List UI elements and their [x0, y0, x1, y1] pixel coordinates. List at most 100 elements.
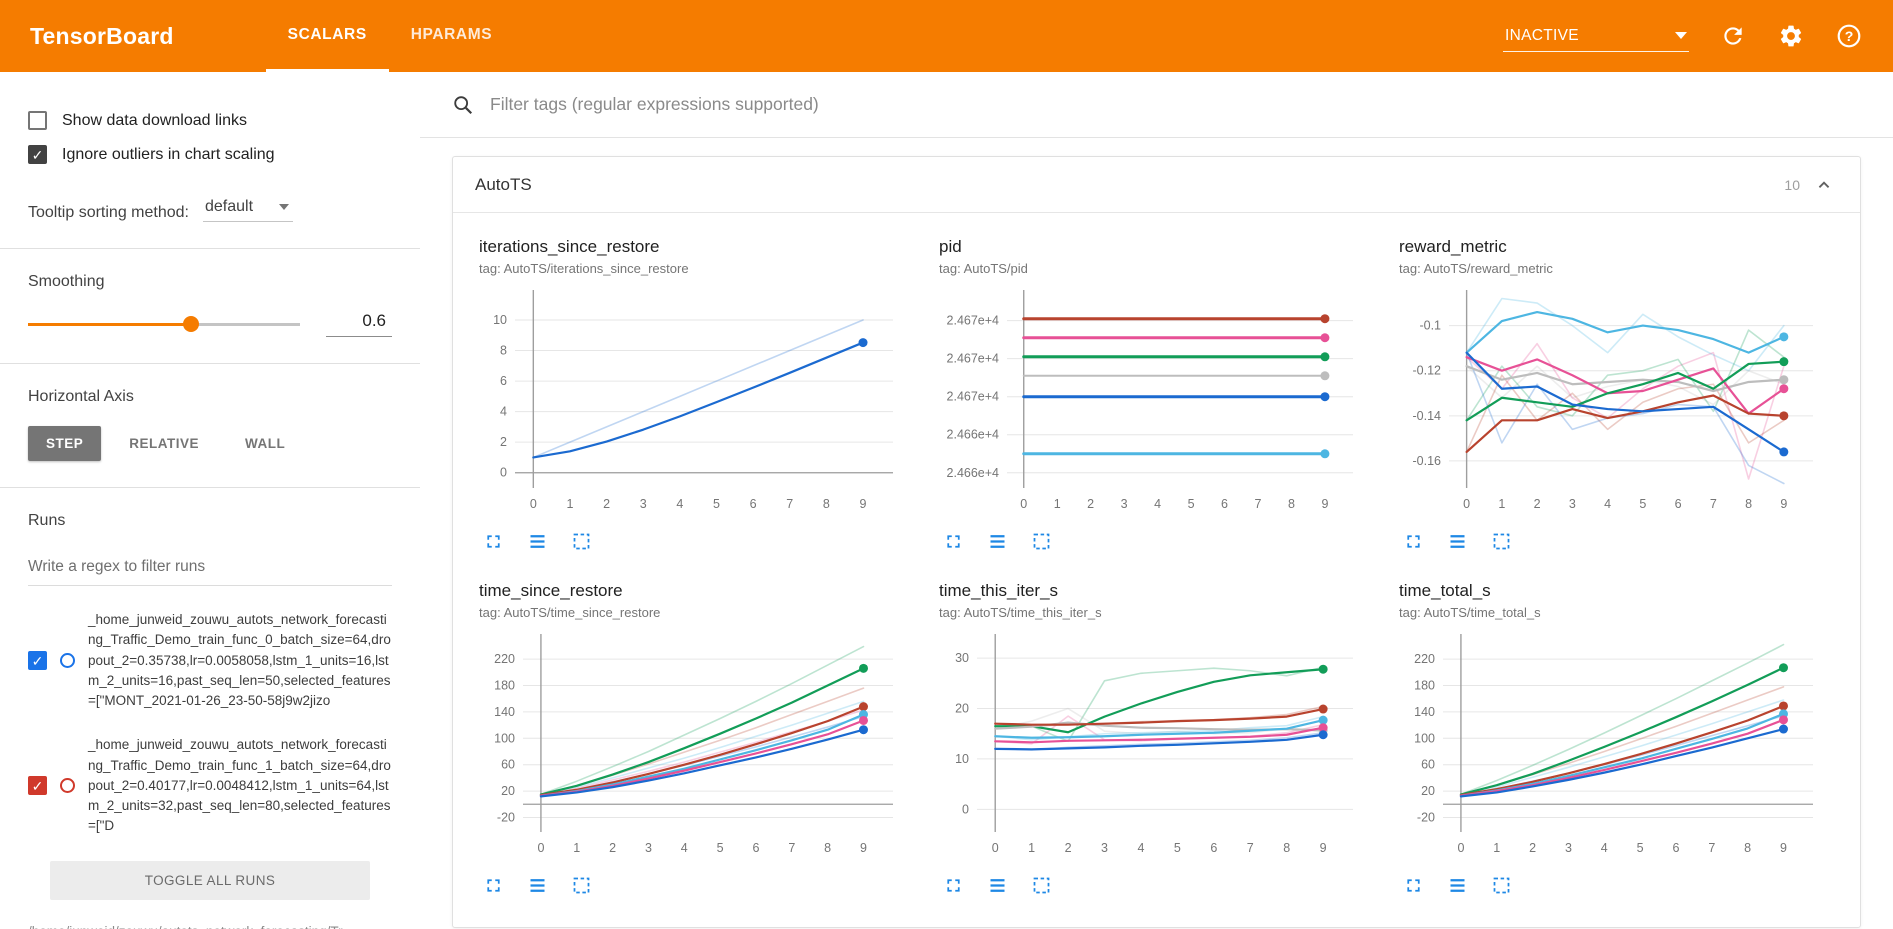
chart-toolbar: [479, 529, 899, 553]
fit-domain-icon: [573, 877, 589, 893]
svg-text:2: 2: [1529, 841, 1536, 855]
svg-text:2.467e+4: 2.467e+4: [947, 352, 1000, 366]
divider: [0, 487, 420, 488]
svg-text:7: 7: [788, 841, 795, 855]
chart-card-time_this_iter_s: time_this_iter_s tag: AutoTS/time_this_it…: [939, 581, 1359, 897]
filter-tags-input[interactable]: [490, 94, 1861, 115]
show-download-links-row[interactable]: Show data download links: [28, 111, 392, 130]
fit-domain-icon: [1033, 533, 1049, 549]
tag-group-count: 10: [1784, 176, 1800, 193]
svg-text:0: 0: [500, 466, 507, 480]
svg-text:-20: -20: [497, 810, 515, 824]
tab-hparams[interactable]: HPARAMS: [410, 25, 493, 43]
svg-text:5: 5: [713, 497, 720, 511]
runs-selector-button[interactable]: [525, 873, 549, 897]
svg-text:6: 6: [1221, 497, 1228, 511]
fit-domain-icon: [1493, 533, 1509, 549]
expand-chart-button[interactable]: [941, 873, 965, 897]
tooltip-sorting-select[interactable]: default: [202, 196, 294, 222]
svg-text:100: 100: [494, 731, 515, 745]
run-solo-radio[interactable]: [60, 778, 75, 794]
svg-text:7: 7: [1710, 497, 1717, 511]
chart-canvas[interactable]: 220 180 140 100 60 20 -20 0 1 2 3 4 5 6 7 8 9: [479, 628, 899, 860]
svg-text:4: 4: [500, 405, 507, 419]
svg-text:1: 1: [1028, 841, 1035, 855]
chart-canvas[interactable]: 10 8 6 4 2 0 0 1 2 3 4 5 6 7 8 9: [479, 284, 899, 516]
axis-step-button[interactable]: STEP: [28, 426, 102, 461]
fit-domain-button[interactable]: [1489, 529, 1513, 553]
svg-text:2.466e+4: 2.466e+4: [947, 466, 1000, 480]
run-item-0: _home_junweid_zouwu_autots_network_forec…: [28, 610, 392, 711]
svg-text:3: 3: [1569, 497, 1576, 511]
expand-chart-button[interactable]: [1401, 529, 1425, 553]
runs-selector-button[interactable]: [1445, 873, 1469, 897]
svg-text:-0.12: -0.12: [1413, 364, 1442, 378]
show-download-links-checkbox[interactable]: [28, 111, 47, 130]
expand-chart-button[interactable]: [481, 873, 505, 897]
axis-wall-button[interactable]: WALL: [227, 426, 303, 461]
svg-text:2: 2: [500, 435, 507, 449]
chart-canvas[interactable]: 30 20 10 0 0 1 2 3 4 5 6 7 8 9: [939, 628, 1359, 860]
fit-domain-icon: [1493, 877, 1509, 893]
ignore-outliers-row[interactable]: Ignore outliers in chart scaling: [28, 145, 392, 164]
fit-domain-button[interactable]: [1029, 873, 1053, 897]
expand-chart-button[interactable]: [1401, 873, 1425, 897]
svg-text:7: 7: [1708, 841, 1715, 855]
tag-group-header[interactable]: AutoTS 10: [453, 157, 1860, 213]
svg-text:5: 5: [717, 841, 724, 855]
run-solo-radio[interactable]: [60, 653, 75, 669]
svg-text:140: 140: [494, 705, 515, 719]
fit-domain-button[interactable]: [569, 529, 593, 553]
chart-title: iterations_since_restore: [479, 237, 660, 256]
expand-chart-button[interactable]: [481, 529, 505, 553]
axis-relative-button[interactable]: RELATIVE: [111, 426, 217, 461]
expand-chart-icon: [486, 534, 500, 548]
svg-text:180: 180: [1414, 679, 1435, 693]
svg-text:2.467e+4: 2.467e+4: [947, 390, 1000, 404]
run-checkbox[interactable]: [28, 651, 47, 671]
svg-text:9: 9: [860, 841, 867, 855]
chart-canvas[interactable]: 220 180 140 100 60 20 -20 0 1 2 3 4 5 6 7 8 9: [1399, 628, 1819, 860]
expand-chart-button[interactable]: [941, 529, 965, 553]
tab-scalars[interactable]: SCALARS: [265, 0, 389, 72]
svg-text:8: 8: [1744, 841, 1751, 855]
fit-domain-button[interactable]: [1489, 873, 1513, 897]
chevron-down-icon: [279, 204, 290, 210]
svg-text:2.467e+4: 2.467e+4: [947, 314, 1000, 328]
svg-text:4: 4: [676, 497, 683, 511]
checkbox-label: Show data download links: [62, 111, 248, 129]
toggle-all-runs-button[interactable]: TOGGLE ALL RUNS: [49, 860, 371, 900]
runs-selector-button[interactable]: [985, 873, 1009, 897]
slider-thumb[interactable]: [183, 316, 200, 332]
smoothing-slider[interactable]: [28, 316, 300, 332]
expand-chart-icon: [1406, 878, 1420, 892]
refresh-button[interactable]: [1719, 22, 1747, 50]
svg-text:9: 9: [1780, 497, 1787, 511]
runs-selector-icon: [1450, 878, 1464, 892]
status-dropdown[interactable]: INACTIVE: [1503, 21, 1689, 52]
collapse-group-button[interactable]: [1810, 171, 1838, 199]
runs-selector-button[interactable]: [1445, 529, 1469, 553]
runs-selector-icon: [990, 878, 1004, 892]
runs-selector-button[interactable]: [985, 529, 1009, 553]
svg-text:6: 6: [1672, 841, 1679, 855]
svg-text:-0.16: -0.16: [1413, 454, 1442, 468]
runs-selector-button[interactable]: [525, 529, 549, 553]
run-item-1: _home_junweid_zouwu_autots_network_forec…: [28, 735, 392, 836]
help-button[interactable]: ?: [1835, 22, 1863, 50]
fit-domain-button[interactable]: [1029, 529, 1053, 553]
svg-text:60: 60: [1421, 758, 1435, 772]
fit-domain-button[interactable]: [569, 873, 593, 897]
smoothing-value[interactable]: 0.6: [326, 311, 392, 337]
svg-text:220: 220: [1414, 652, 1435, 666]
checkbox-label: Ignore outliers in chart scaling: [62, 145, 275, 163]
chart-card-pid: pid tag: AutoTS/pid 2.467e+4 2.467e+4 2.467e…: [939, 237, 1359, 553]
chart-canvas[interactable]: -0.1 -0.12 -0.14 -0.16 0 1 2 3 4 5 6 7 8 9: [1399, 284, 1819, 516]
ignore-outliers-checkbox[interactable]: [28, 145, 47, 164]
nav-tabs: SCALARS HPARAMS: [265, 0, 515, 72]
settings-button[interactable]: [1777, 22, 1805, 50]
runs-filter-input[interactable]: [28, 552, 392, 586]
chart-canvas[interactable]: 2.467e+4 2.467e+4 2.467e+4 2.466e+4 2.466e+4…: [939, 284, 1359, 516]
run-checkbox[interactable]: [28, 776, 47, 796]
